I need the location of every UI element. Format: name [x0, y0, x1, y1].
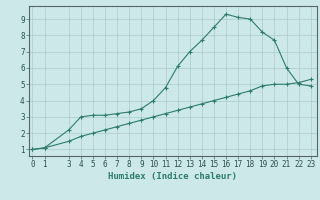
X-axis label: Humidex (Indice chaleur): Humidex (Indice chaleur)	[108, 172, 237, 181]
